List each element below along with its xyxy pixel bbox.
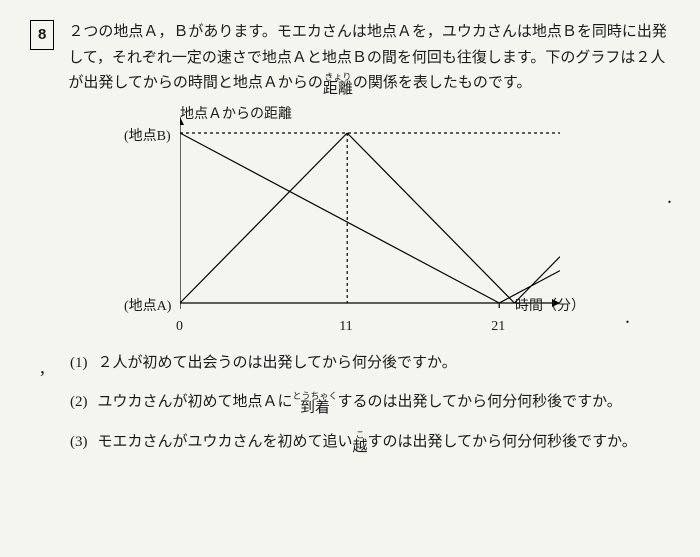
line1: ２つの地点Ａ，Ｂがあります。モエカさんは地点Ａを，ユウカさんは地点Ｂを同時に出発 (68, 24, 667, 40)
y-label-a: (地点A) (124, 295, 171, 319)
subnum-3: (3) (70, 434, 88, 450)
sub-1: (1) ２人が初めて出会うのは出発してから何分後ですか。 (70, 351, 670, 377)
line3-b: の関係を表したものです。 (353, 75, 532, 91)
distance-time-chart: 地点Ａからの距離 (地点B) (地点A) 0 11 21 時間（分） (120, 107, 540, 337)
ruby-touchaku: とうちゃく到着 (293, 392, 338, 416)
ruby-kyori: きょり距離 (323, 73, 353, 97)
x-axis-title: 時間（分） (515, 295, 585, 319)
subnum-2: (2) (70, 394, 88, 410)
x-tick-21: 21 (491, 315, 505, 339)
sub3-post: すのは出発してから何分何秒後ですか。 (368, 434, 637, 450)
stray-dot-icon: , (40, 350, 45, 384)
problem-text: ２つの地点Ａ，Ｂがあります。モエカさんは地点Ａを，ユウカさんは地点Ｂを同時に出発… (68, 20, 670, 97)
sub2-post: するのは出発してから何分何秒後ですか。 (338, 394, 622, 410)
sub2-pre: ユウカさんが初めて地点Ａに (98, 394, 293, 410)
chart-svg (180, 117, 560, 317)
line3-a: が出発してからの時間と地点Ａからの (68, 75, 323, 91)
problem-header: 8 ２つの地点Ａ，Ｂがあります。モエカさんは地点Ａを，ユウカさんは地点Ｂを同時に… (30, 20, 670, 97)
sub-2: (2) ユウカさんが初めて地点Ａにとうちゃく到着するのは出発してから何分何秒後です… (70, 390, 670, 416)
ruby-ko: こ越 (353, 431, 368, 455)
x-tick-0: 0 (176, 315, 183, 339)
stray-dot-icon: . (667, 180, 672, 214)
line2: して，それぞれ一定の速さで地点Ａと地点Ｂの間を何回も往復します。下のグラフは２人 (68, 50, 665, 66)
question-number-box: 8 (30, 20, 54, 50)
sub-3: (3) モエカさんがユウカさんを初めて追いこ越すのは出発してから何分何秒後ですか。 (70, 430, 670, 456)
stray-dot-icon: . (625, 300, 630, 334)
sub1-text: ２人が初めて出会うのは出発してから何分後ですか。 (98, 355, 457, 371)
sub3-pre: モエカさんがユウカさんを初めて追い (98, 434, 353, 450)
sub-questions: (1) ２人が初めて出会うのは出発してから何分後ですか。 (2) ユウカさんが初めて… (70, 351, 670, 456)
y-label-b: (地点B) (124, 125, 171, 149)
subnum-1: (1) (70, 355, 88, 371)
x-tick-11: 11 (339, 315, 352, 339)
